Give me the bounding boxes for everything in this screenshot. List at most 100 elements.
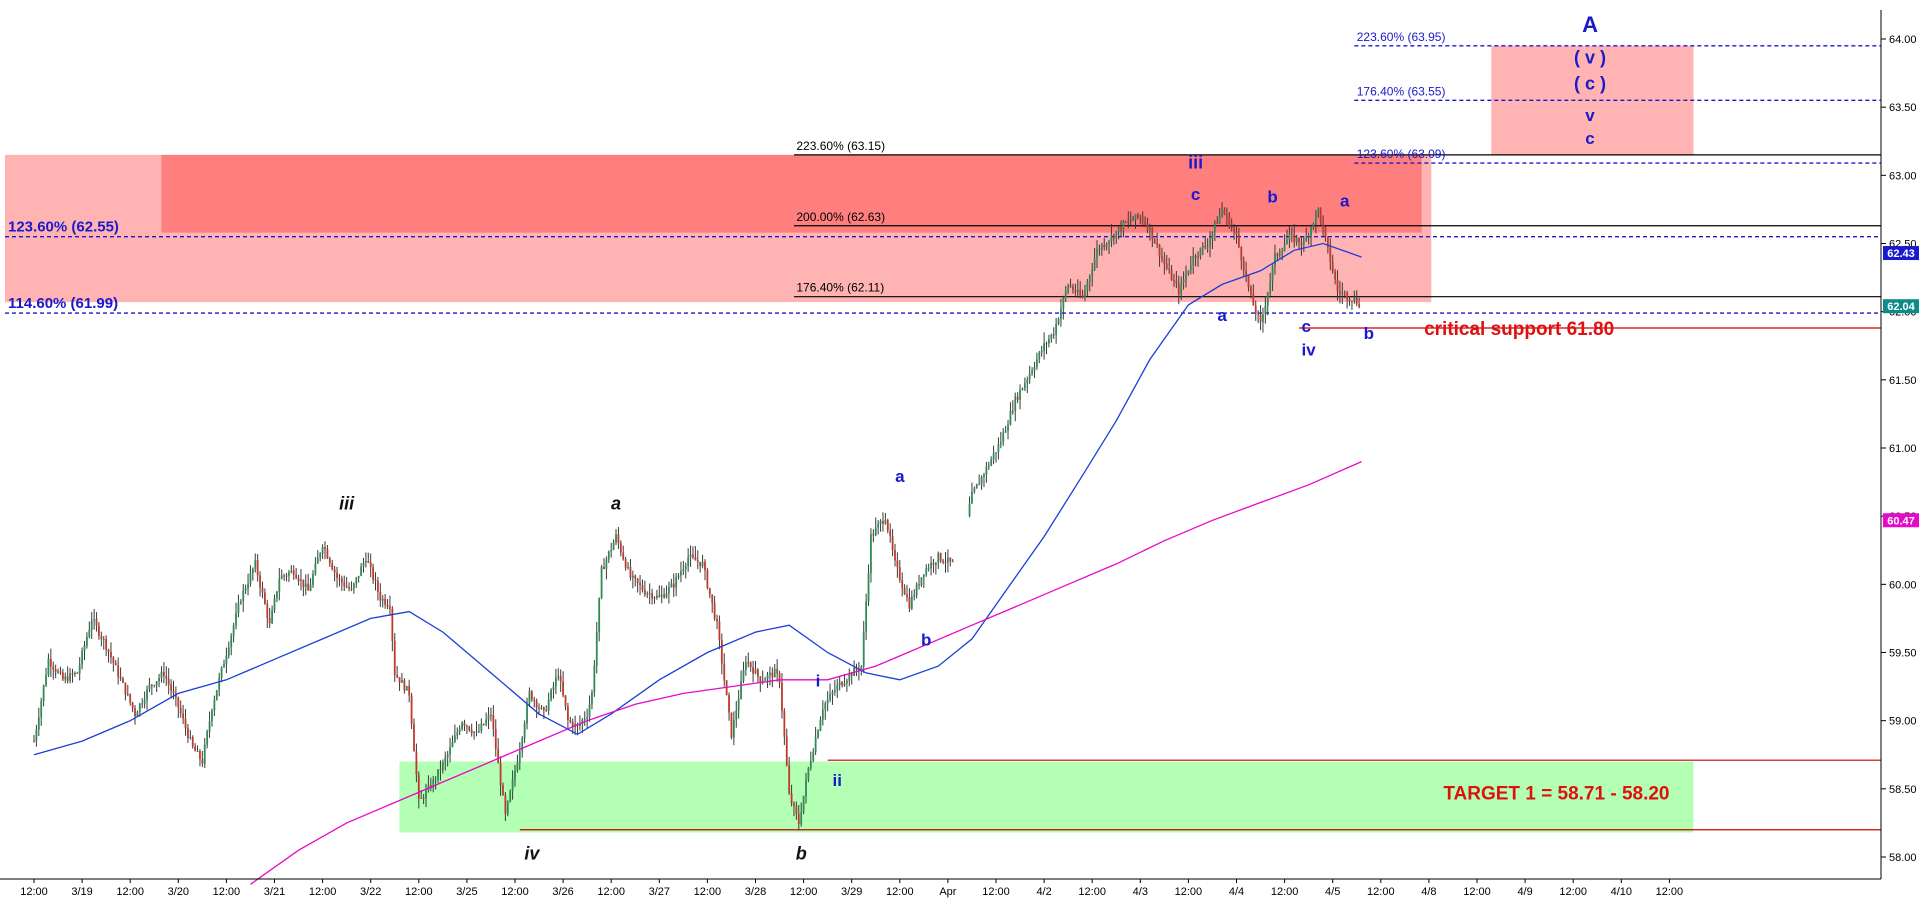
- price-bar-body: [1117, 227, 1120, 232]
- price-bar-body: [877, 523, 880, 528]
- price-bar-body: [1182, 279, 1185, 283]
- price-bar-body: [1105, 244, 1108, 247]
- price-bar-body: [615, 534, 617, 543]
- price-bar-body: [1358, 303, 1361, 307]
- price-bar-body: [872, 534, 875, 536]
- price-bar-body: [1245, 271, 1248, 276]
- price-bar-body: [499, 763, 502, 786]
- price-bar-body: [473, 731, 476, 734]
- price-bar-body: [1136, 214, 1139, 218]
- price-bar-body: [487, 714, 490, 720]
- price-bar-body: [509, 790, 512, 802]
- price-bar-body: [591, 692, 593, 705]
- price-bar-body: [420, 797, 423, 799]
- price-bar-body: [595, 632, 598, 666]
- price-bar-body: [1173, 280, 1175, 282]
- price-bar-body: [259, 575, 261, 588]
- price-bar-body: [468, 726, 471, 731]
- time-tick-label: 12:00: [1463, 886, 1491, 898]
- price-bar-body: [47, 658, 50, 676]
- price-bar-body: [850, 673, 853, 676]
- price-bar-body: [951, 561, 954, 563]
- price-bar-body: [225, 655, 228, 664]
- price-bar-body: [1204, 245, 1207, 247]
- price-bar-body: [1252, 293, 1255, 306]
- price-bar-body: [723, 663, 726, 681]
- price-bar-body: [583, 718, 586, 721]
- price-bar-body: [352, 583, 355, 589]
- price-bar-body: [730, 712, 733, 738]
- price-bar-body: [1262, 314, 1264, 323]
- price-bar-body: [612, 542, 615, 550]
- price-bar-body: [1139, 216, 1142, 218]
- time-tick-label: 12:00: [1078, 886, 1106, 898]
- price-bar-body: [475, 731, 478, 733]
- time-tick-label: 12:00: [1175, 886, 1203, 898]
- price-bar-body: [992, 453, 995, 460]
- price-bar-body: [1021, 388, 1024, 390]
- price-bar-body: [1035, 359, 1038, 368]
- price-bar-body: [668, 586, 670, 594]
- price-bar-body: [1264, 305, 1267, 315]
- price-bar-body: [1189, 265, 1192, 271]
- price-bar-body: [1060, 308, 1062, 320]
- price-bar-body: [1100, 244, 1103, 250]
- price-bar-body: [874, 527, 877, 536]
- price-bar-body: [980, 476, 983, 485]
- price-bar-body: [1276, 253, 1279, 256]
- price-bar-body: [88, 629, 91, 637]
- price-bar-body: [530, 691, 533, 700]
- time-tick-label: 12:00: [790, 886, 818, 898]
- price-bar-body: [1112, 234, 1115, 239]
- price-bar-body: [1062, 297, 1065, 309]
- wave-label: TARGET 1 = 58.71 - 58.20: [1443, 784, 1669, 805]
- price-bar-body: [319, 553, 322, 558]
- price-bar-body: [1048, 339, 1050, 344]
- price-bar-body: [1346, 292, 1349, 300]
- price-bar-body: [1269, 280, 1272, 293]
- price-bar-body: [699, 561, 702, 567]
- price-bar-body: [69, 673, 71, 681]
- price-bar-body: [1228, 215, 1231, 227]
- price-bar-body: [251, 568, 254, 573]
- price-tick-label: 64.00: [1889, 34, 1917, 46]
- price-bar-body: [538, 707, 540, 709]
- price-bar-body: [326, 548, 329, 559]
- price-bar-body: [172, 690, 175, 694]
- price-bar-body: [1165, 263, 1168, 269]
- price-bar-body: [328, 558, 331, 564]
- price-bar-body: [398, 677, 401, 683]
- price-bar-body: [704, 561, 706, 571]
- time-tick-label: 12:00: [116, 886, 144, 898]
- price-bar-body: [927, 568, 930, 570]
- price-bar-body: [901, 580, 904, 588]
- price-bar-body: [1312, 223, 1315, 228]
- price-bar-body: [622, 552, 625, 560]
- price-bar-body: [569, 720, 572, 722]
- time-tick-label: 12:00: [1367, 886, 1395, 898]
- price-bar-body: [1218, 214, 1221, 224]
- price-bar-body: [81, 651, 83, 665]
- price-bar-body: [812, 751, 815, 761]
- price-bar-body: [189, 737, 192, 739]
- price-bar-body: [309, 584, 312, 591]
- sma-magenta-line: [250, 461, 1362, 885]
- price-bar-body: [557, 676, 560, 678]
- price-bar-body: [1055, 323, 1058, 335]
- price-bar-body: [422, 797, 425, 799]
- price-bar-body: [1194, 255, 1197, 258]
- price-bar-body: [692, 554, 694, 557]
- price-bar-body: [199, 750, 201, 760]
- price-bar-body: [658, 595, 661, 597]
- price-bar-body: [201, 759, 204, 764]
- price-bar-body: [879, 520, 882, 524]
- price-bar-body: [776, 669, 779, 674]
- price-bar-body: [785, 736, 788, 766]
- price-bar-body: [184, 718, 187, 728]
- time-tick-label: 3/27: [649, 886, 670, 898]
- price-bar-body: [942, 560, 944, 563]
- fib-level-label: 176.40% (63.55): [1357, 84, 1446, 98]
- price-bar-body: [860, 666, 863, 671]
- sma-blue-line: [33, 242, 1362, 756]
